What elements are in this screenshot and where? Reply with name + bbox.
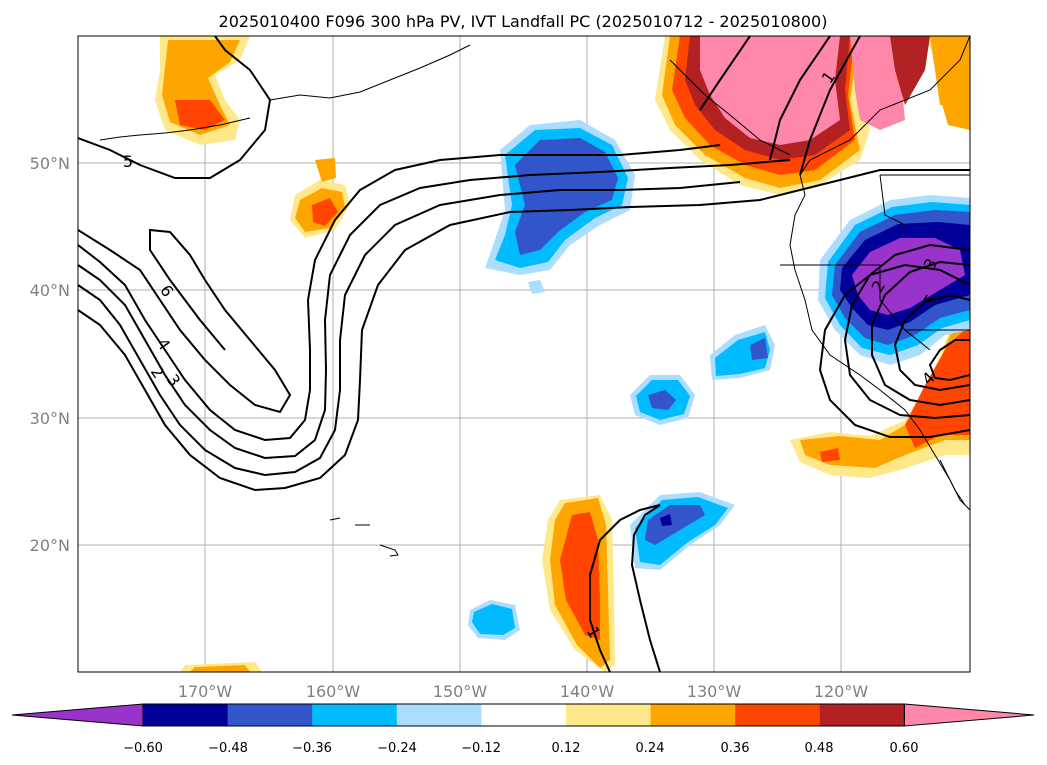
map-border: [77, 35, 971, 673]
colorbar-segment: [481, 704, 567, 726]
colorbar-tick-label: −0.36: [292, 741, 332, 756]
lat-label: 20°N: [30, 536, 70, 555]
colorbar-segment: [396, 704, 482, 726]
lat-label: 50°N: [30, 154, 70, 173]
colorbar: [11, 703, 1035, 727]
negative-pc-fill: [468, 120, 970, 640]
colorbar-extend-left: [11, 703, 144, 727]
colorbar-tick-label: −0.60: [123, 741, 163, 756]
coastlines: [99, 36, 970, 557]
lon-label: 120°W: [814, 682, 869, 701]
lat-label: 30°N: [30, 409, 70, 428]
lon-label: 140°W: [560, 682, 615, 701]
lon-label: 170°W: [178, 682, 233, 701]
pv-contours: [78, 36, 970, 672]
colorbar-tick-label: −0.24: [377, 741, 417, 756]
colorbar-segment: [735, 704, 821, 726]
map-panel: 5 6 4 2 3 1 1 2 3 4 5: [77, 35, 971, 673]
colorbar-tick-label: 0.12: [552, 741, 581, 756]
colorbar-segment: [312, 704, 398, 726]
colorbar-tick-labels: −0.60 −0.48 −0.36 −0.24 −0.12 0.12 0.24 …: [123, 741, 918, 756]
colorbar-tick-label: 0.60: [890, 741, 919, 756]
colorbar-segment: [227, 704, 313, 726]
colorbar-tick-label: 0.24: [636, 741, 665, 756]
colorbar-segment: [143, 704, 229, 726]
lon-label: 150°W: [433, 682, 488, 701]
colorbar-tick-label: 0.48: [805, 741, 834, 756]
contour-label: 5: [123, 152, 133, 171]
colorbar-extend-right: [903, 703, 1035, 727]
colorbar-tick-label: −0.12: [461, 741, 501, 756]
figure-title: 2025010400 F096 300 hPa PV, IVT Landfall…: [219, 12, 828, 31]
lat-label: 40°N: [30, 281, 70, 300]
colorbar-tick-label: 0.36: [721, 741, 750, 756]
colorbar-segment: [650, 704, 736, 726]
lon-label: 160°W: [306, 682, 361, 701]
lat-labels: 50°N 40°N 30°N 20°N: [30, 154, 70, 555]
colorbar-segment: [566, 704, 652, 726]
lon-labels: 170°W 160°W 150°W 140°W 130°W 120°W: [178, 682, 869, 701]
colorbar-segment: [819, 704, 905, 726]
colorbar-outline: [142, 703, 905, 727]
lon-label: 130°W: [687, 682, 742, 701]
colorbar-tick-label: −0.48: [208, 741, 248, 756]
